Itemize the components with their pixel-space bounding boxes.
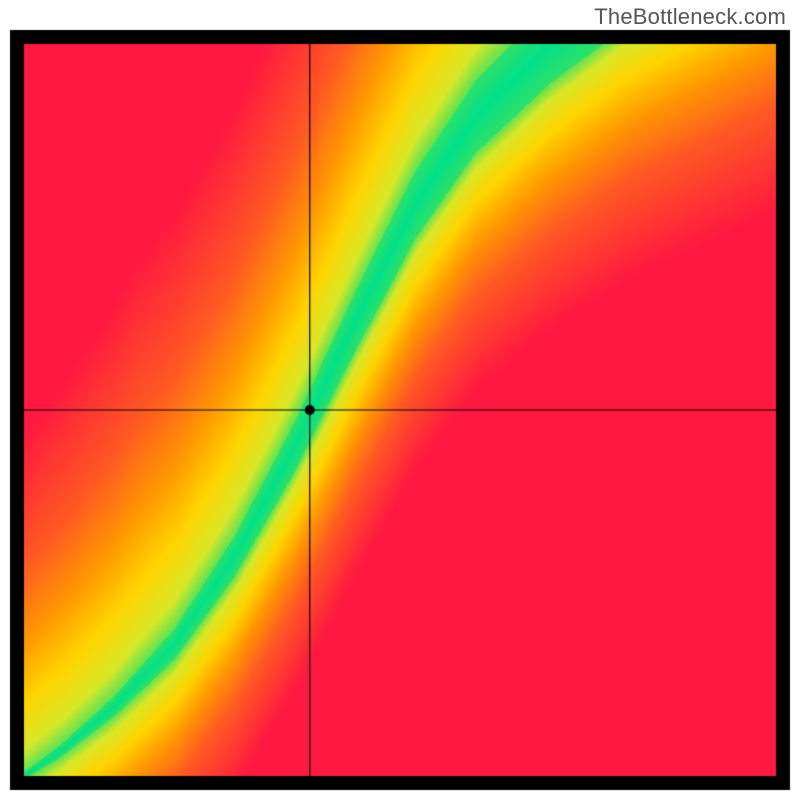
watermark-text: TheBottleneck.com	[594, 4, 786, 30]
bottleneck-heatmap	[0, 0, 800, 800]
chart-stage: TheBottleneck.com	[0, 0, 800, 800]
